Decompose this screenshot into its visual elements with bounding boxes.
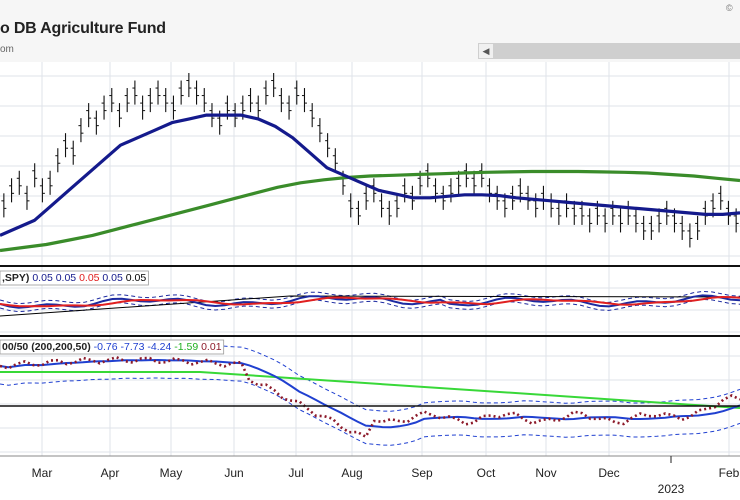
chart-title: o DB Agriculture Fund — [0, 20, 166, 37]
bollinger-legend-value: -7.73 — [121, 341, 148, 353]
bollinger-legend: 00/50 (200,200,50) -0.76 -7.73 -4.24 -1.… — [2, 341, 222, 353]
bollinger-legend-value: -4.24 — [147, 341, 174, 353]
moving-average-short-line — [0, 113, 740, 237]
rs-legend-value: 0.05 — [79, 272, 102, 284]
x-axis-label: Nov — [535, 466, 556, 480]
rs-band-lower — [0, 298, 740, 313]
bollinger-legend-label: 00/50 (200,200,50) — [2, 341, 94, 353]
x-axis-label: Apr — [101, 466, 120, 480]
x-axis-label: Aug — [341, 466, 362, 480]
rs-legend-box — [0, 270, 149, 286]
chart-subtitle: om — [0, 44, 14, 55]
rs-legend: ,SPY) 0.05 0.05 0.05 0.05 0.05 — [2, 272, 146, 284]
scroll-left-button[interactable]: ◀ — [478, 43, 494, 59]
x-axis-label: May — [160, 466, 183, 480]
x-axis-year-label: 2023 — [658, 482, 685, 496]
x-axis-label: Jul — [288, 466, 303, 480]
scrollbar-track[interactable] — [494, 43, 740, 59]
x-axis-label: Dec — [598, 466, 619, 480]
x-axis-label: Oct — [477, 466, 496, 480]
chart-header: o DB Agriculture Fund om © ◀ — [0, 0, 740, 62]
rs-legend-value: 0.05 — [56, 272, 79, 284]
x-axis-label: Feb — [719, 466, 740, 480]
rs-legend-value: 0.05 — [126, 272, 147, 284]
rs-reference-line — [0, 295, 740, 317]
bollinger-legend-value: -0.76 — [94, 341, 121, 353]
bollinger-legend-value: 0.01 — [201, 341, 222, 353]
x-axis-label: Jun — [224, 466, 243, 480]
bollinger-upper-band — [0, 343, 740, 412]
bollinger-middle-band — [0, 358, 740, 429]
rs-legend-value: 0.05 — [102, 272, 125, 284]
panel-background — [0, 62, 740, 266]
moving-average-200-line — [0, 371, 740, 409]
bollinger-legend-box — [0, 339, 225, 355]
copyright-mark: © — [726, 3, 733, 13]
bollinger-lower-band — [0, 377, 740, 446]
momentum-dotted-line — [0, 355, 740, 439]
x-axis-label: Sep — [411, 466, 433, 480]
rs-legend-label: ,SPY) — [2, 272, 32, 284]
bollinger-legend-value: -1.59 — [174, 341, 201, 353]
x-axis-label: Mar — [32, 466, 53, 480]
rs-legend-value: 0.05 — [32, 272, 55, 284]
rs-moving-average-line — [0, 295, 740, 308]
moving-average-long-line — [0, 169, 740, 253]
rs-band-upper — [0, 290, 740, 305]
